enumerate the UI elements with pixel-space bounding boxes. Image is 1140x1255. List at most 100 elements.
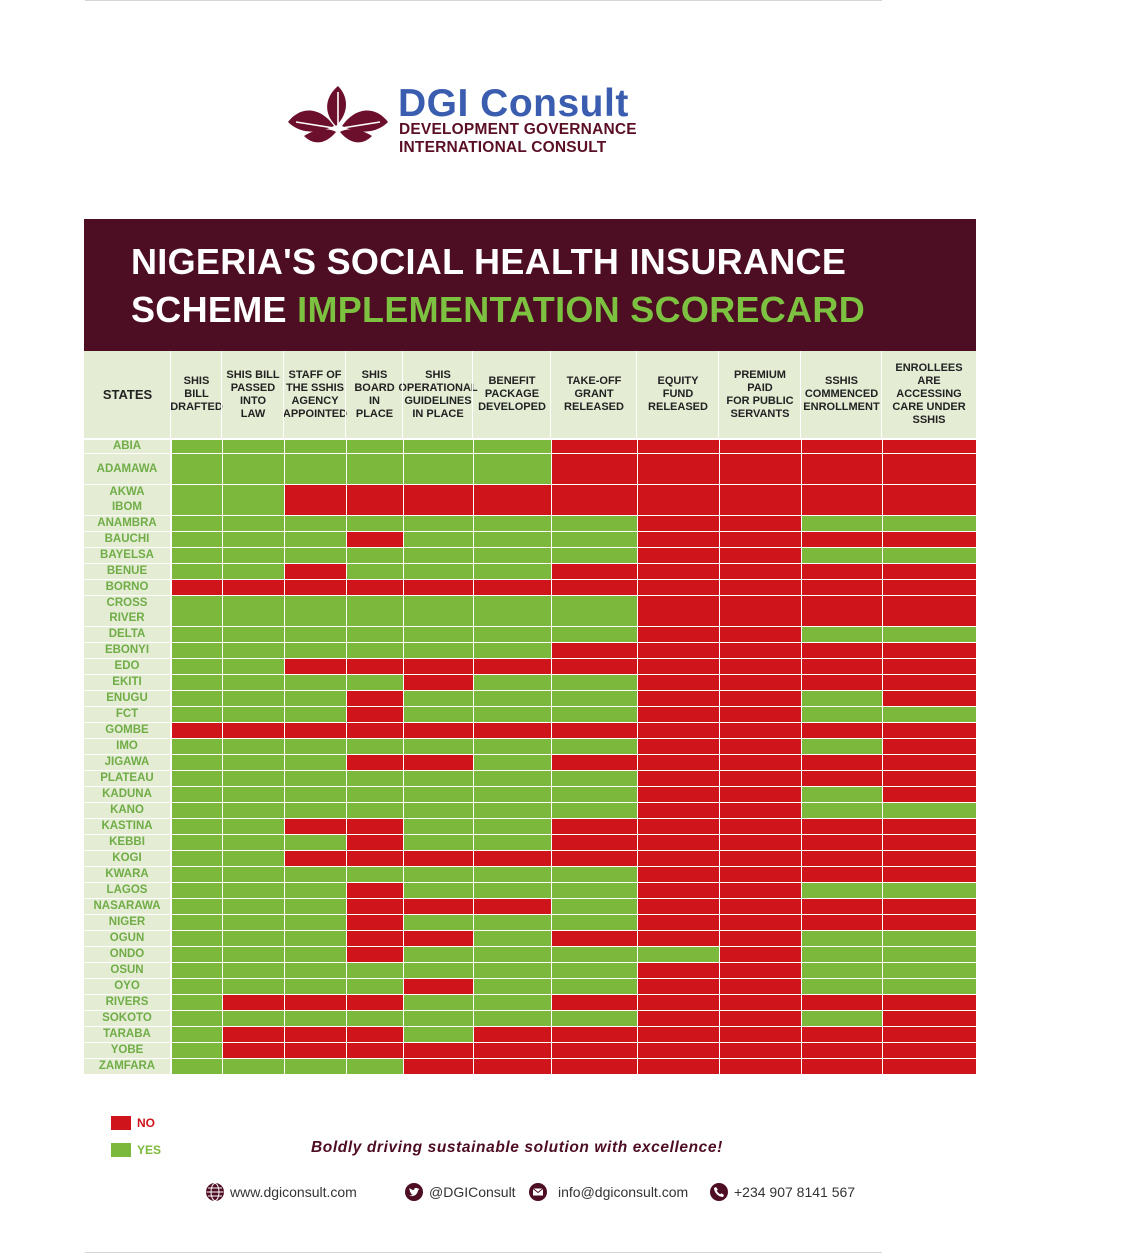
- cell-yes: [172, 995, 222, 1010]
- cell-yes: [474, 564, 551, 579]
- state-label: FCT: [84, 707, 170, 722]
- state-label: SOKOTO: [84, 1011, 170, 1026]
- cell-no: [802, 596, 882, 626]
- cell-yes: [172, 485, 222, 515]
- cell-no: [223, 1043, 284, 1058]
- cell-yes: [552, 516, 637, 531]
- cell-no: [285, 1027, 346, 1042]
- cell-yes: [347, 963, 403, 978]
- cell-yes: [802, 963, 882, 978]
- state-label: YOBE: [84, 1043, 170, 1058]
- cell-no: [638, 532, 719, 547]
- cell-no: [883, 485, 976, 515]
- scorecard-table: STATES SHIS BILL DRAFTED SHIS BILL PASSED …: [84, 351, 976, 1079]
- cell-no: [883, 1043, 976, 1058]
- cell-no: [552, 440, 637, 453]
- header-divider: [170, 351, 171, 438]
- cell-yes: [223, 440, 284, 453]
- cell-yes: [172, 691, 222, 706]
- contact-website[interactable]: www.dgiconsult.com: [205, 1181, 357, 1203]
- cell-no: [552, 643, 637, 658]
- cell-no: [172, 723, 222, 738]
- cell-no: [638, 707, 719, 722]
- cell-yes: [223, 931, 284, 946]
- cell-no: [802, 1043, 882, 1058]
- cell-yes: [552, 947, 637, 962]
- header-divider: [800, 351, 801, 438]
- cell-no: [720, 947, 801, 962]
- state-label: TARABA: [84, 1027, 170, 1042]
- cell-no: [883, 995, 976, 1010]
- cell-yes: [552, 883, 637, 898]
- cell-no: [347, 883, 403, 898]
- cell-yes: [404, 867, 473, 882]
- cell-yes: [802, 1011, 882, 1026]
- cell-no: [638, 819, 719, 834]
- contact-phone[interactable]: +234 907 8141 567: [709, 1181, 855, 1203]
- cell-no: [172, 580, 222, 595]
- cell-no: [347, 580, 403, 595]
- title-line2: SCHEME IMPLEMENTATION SCORECARD: [131, 289, 865, 331]
- cell-yes: [552, 771, 637, 786]
- cell-yes: [172, 979, 222, 994]
- cell-no: [883, 564, 976, 579]
- cell-no: [720, 1011, 801, 1026]
- cell-no: [883, 532, 976, 547]
- cell-no: [720, 819, 801, 834]
- cell-no: [883, 867, 976, 882]
- cell-yes: [404, 771, 473, 786]
- cell-yes: [404, 915, 473, 930]
- header-divider: [345, 351, 346, 438]
- cell-yes: [285, 787, 346, 802]
- cell-no: [638, 454, 719, 484]
- cell-yes: [172, 564, 222, 579]
- state-label: PLATEAU: [84, 771, 170, 786]
- cell-yes: [404, 627, 473, 642]
- bottom-rule: [85, 1252, 882, 1253]
- column-header: TAKE-OFF GRANT RELEASED: [564, 375, 624, 413]
- contact-twitter[interactable]: @DGIConsult: [404, 1181, 516, 1203]
- cell-yes: [404, 995, 473, 1010]
- cell-yes: [223, 659, 284, 674]
- cell-no: [720, 963, 801, 978]
- cell-no: [720, 803, 801, 818]
- cell-yes: [552, 899, 637, 914]
- cell-yes: [172, 596, 222, 626]
- cell-no: [720, 532, 801, 547]
- cell-yes: [172, 548, 222, 563]
- cell-yes: [223, 1011, 284, 1026]
- cell-no: [883, 643, 976, 658]
- cell-no: [223, 995, 284, 1010]
- cell-yes: [404, 440, 473, 453]
- cell-yes: [404, 516, 473, 531]
- cell-no: [802, 899, 882, 914]
- cell-yes: [552, 963, 637, 978]
- cell-no: [552, 995, 637, 1010]
- state-label: KADUNA: [84, 787, 170, 802]
- cell-no: [347, 691, 403, 706]
- legend-swatch-yes: [111, 1143, 131, 1157]
- cell-no: [720, 643, 801, 658]
- cell-yes: [474, 771, 551, 786]
- cell-yes: [883, 516, 976, 531]
- cell-no: [638, 516, 719, 531]
- cell-yes: [223, 835, 284, 850]
- state-label: NASARAWA: [84, 899, 170, 914]
- tagline: Boldly driving sustainable solution with…: [311, 1139, 723, 1156]
- cell-yes: [285, 643, 346, 658]
- cell-yes: [347, 1011, 403, 1026]
- contact-email[interactable]: info@dgiconsult.com: [528, 1181, 688, 1203]
- cell-yes: [172, 883, 222, 898]
- cell-yes: [404, 963, 473, 978]
- cell-no: [720, 915, 801, 930]
- cell-no: [802, 659, 882, 674]
- cell-yes: [172, 915, 222, 930]
- cell-no: [347, 835, 403, 850]
- cell-no: [638, 580, 719, 595]
- state-label: ANAMBRA: [84, 516, 170, 531]
- state-label: KANO: [84, 803, 170, 818]
- cell-no: [552, 659, 637, 674]
- cell-no: [404, 979, 473, 994]
- cell-no: [638, 675, 719, 690]
- cell-no: [285, 851, 346, 866]
